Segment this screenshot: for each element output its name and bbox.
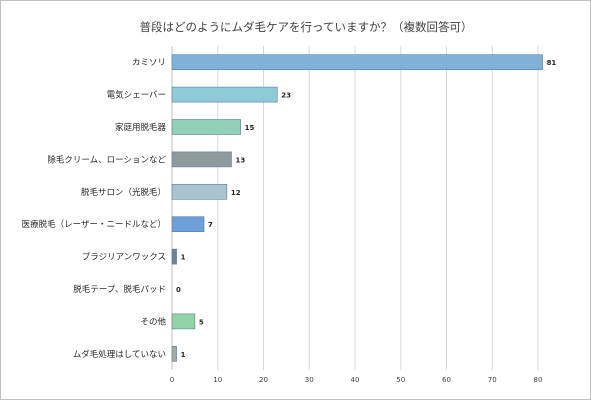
x-tick-label: 0 xyxy=(170,376,174,384)
bar xyxy=(171,54,543,71)
category-label: 除毛クリーム、ローションなど xyxy=(47,154,166,165)
category-label: 電気シェーバー xyxy=(107,90,166,101)
value-label: 1 xyxy=(181,351,186,359)
x-tick-label: 50 xyxy=(396,376,405,384)
x-tick-label: 20 xyxy=(259,376,268,384)
value-label: 23 xyxy=(281,92,291,100)
category-label: 家庭用脱毛器 xyxy=(115,122,167,133)
x-tick-label: 10 xyxy=(213,376,222,384)
category-label: 脱毛サロン（光脱毛） xyxy=(81,187,166,198)
bar xyxy=(171,151,232,168)
value-label: 7 xyxy=(208,221,213,229)
category-label: 医療脱毛（レーザー・ニードルなど） xyxy=(22,219,166,230)
bar xyxy=(171,248,177,265)
chart-title: 普段はどのようにムダ毛ケアを行っていますか？（複数回答可） xyxy=(140,20,473,34)
bar xyxy=(171,119,241,135)
x-tick-label: 30 xyxy=(305,376,314,384)
bar xyxy=(171,86,278,103)
bar xyxy=(171,216,205,232)
value-label: 5 xyxy=(199,318,204,326)
x-tick-label: 60 xyxy=(442,376,451,384)
x-tick-label: 40 xyxy=(351,376,360,384)
category-label: その他 xyxy=(140,316,166,327)
category-label: 脱毛テープ、脱毛パッド xyxy=(73,284,166,295)
value-label: 12 xyxy=(231,189,241,197)
category-label: カミソリ xyxy=(132,58,166,68)
bar xyxy=(171,184,228,200)
value-label: 81 xyxy=(547,59,557,67)
x-tick-label: 80 xyxy=(534,376,543,384)
category-label: ブラジリアンワックス xyxy=(82,252,166,263)
bar xyxy=(171,313,196,330)
bar xyxy=(171,345,177,362)
x-tick-label: 70 xyxy=(488,376,497,384)
value-label: 1 xyxy=(181,254,186,262)
value-label: 15 xyxy=(245,124,255,132)
bar-layer xyxy=(171,54,543,362)
value-label: 13 xyxy=(235,156,245,164)
category-label: ムダ毛処理はしていない xyxy=(73,349,166,360)
value-label: 0 xyxy=(176,286,181,294)
